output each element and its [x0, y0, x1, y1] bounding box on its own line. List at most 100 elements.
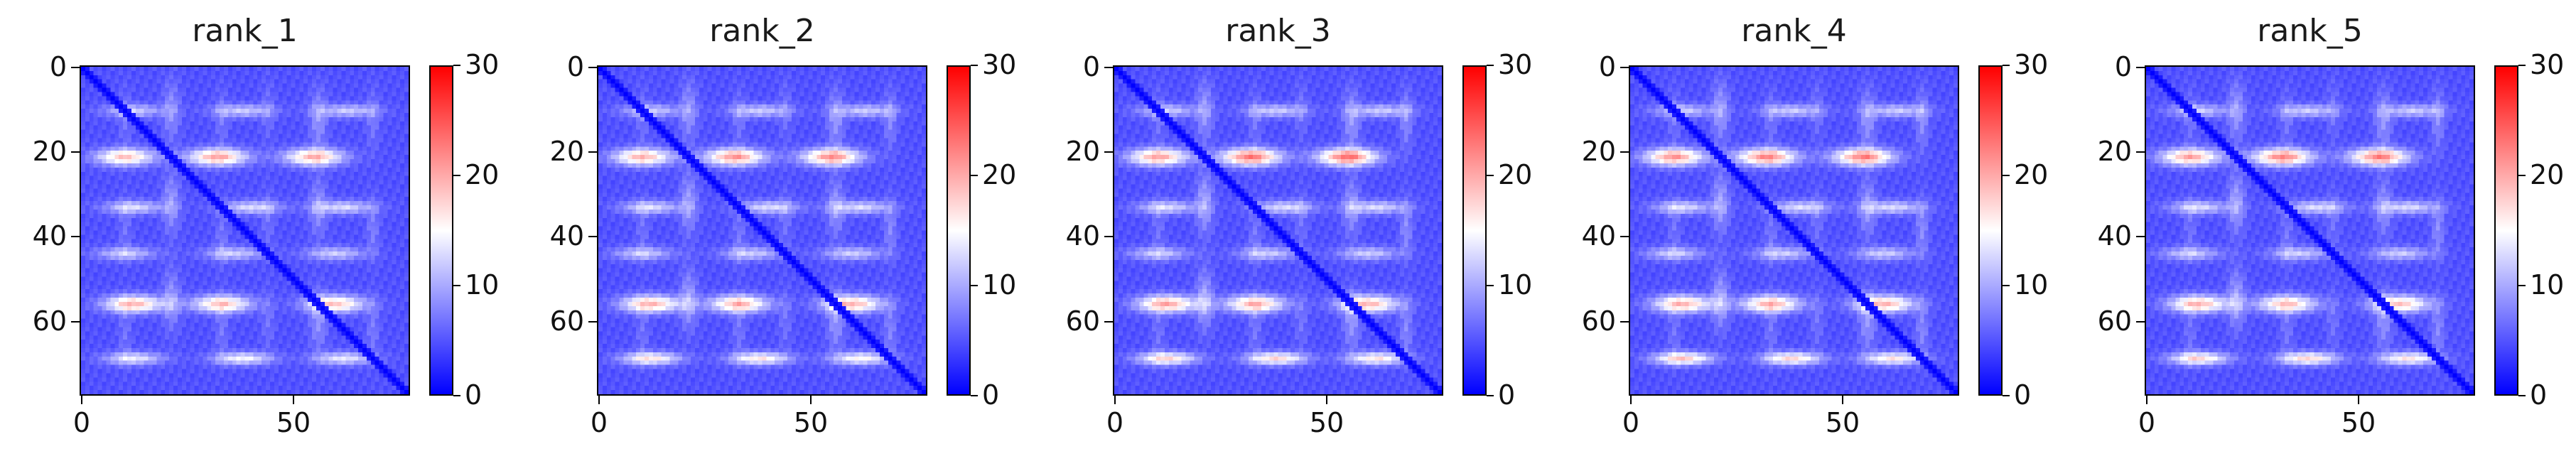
chart-title: rank_5	[2257, 13, 2363, 49]
colorbar-tick-mark	[453, 285, 460, 286]
chart-title: rank_3	[1225, 13, 1331, 49]
colorbar	[2494, 65, 2518, 396]
y-tick-label: 40	[1065, 220, 1100, 252]
colorbar-tick-label: 20	[982, 159, 1017, 190]
heatmap-plot	[1113, 65, 1443, 396]
colorbar-tick-label: 10	[1498, 269, 1533, 300]
chart-title: rank_1	[192, 13, 298, 49]
heatmap-plot	[2145, 65, 2475, 396]
y-tick-mark	[588, 66, 597, 68]
colorbar-tick-mark	[453, 175, 460, 176]
colorbar-tick-label: 30	[1498, 49, 1533, 80]
x-tick-mark	[1842, 396, 1844, 404]
colorbar-tick-label: 10	[2530, 269, 2565, 300]
y-tick-mark	[2136, 236, 2145, 238]
y-tick-mark	[1620, 66, 1629, 68]
y-tick-mark	[1620, 151, 1629, 153]
y-tick-mark	[71, 151, 80, 153]
y-tick-label: 20	[549, 136, 584, 168]
colorbar-tick-mark	[2518, 395, 2526, 396]
x-tick-mark	[1326, 396, 1328, 404]
y-tick-mark	[1104, 151, 1113, 153]
y-tick-mark	[2136, 320, 2145, 323]
x-tick-mark	[1629, 396, 1632, 404]
heatmap-cells	[2146, 67, 2474, 394]
heatmap-cells	[1114, 67, 1442, 394]
chart-title: rank_2	[709, 13, 815, 49]
y-tick-mark	[1620, 320, 1629, 323]
x-tick-label: 50	[1825, 407, 1860, 438]
heatmap-plot	[80, 65, 410, 396]
colorbar-tick-label: 0	[1498, 379, 1516, 411]
x-tick-label: 50	[1309, 407, 1344, 438]
heatmap-cells	[81, 67, 409, 394]
y-tick-mark	[71, 320, 80, 323]
chart-title: rank_4	[1741, 13, 1847, 49]
x-tick-mark	[598, 396, 600, 404]
y-tick-mark	[1104, 320, 1113, 323]
x-tick-label: 0	[2138, 407, 2156, 438]
y-tick-mark	[71, 236, 80, 238]
colorbar-tick-mark	[971, 285, 978, 286]
colorbar-tick-mark	[971, 175, 978, 176]
y-tick-mark	[1620, 236, 1629, 238]
colorbar-tick-label: 20	[1498, 159, 1533, 190]
colorbar-tick-mark	[2518, 175, 2526, 176]
colorbar-tick-mark	[971, 65, 978, 66]
colorbar-tick-mark	[2003, 175, 2010, 176]
colorbar	[947, 65, 971, 396]
colorbar-tick-label: 10	[465, 269, 500, 300]
colorbar-tick-label: 0	[2530, 379, 2548, 411]
y-tick-mark	[588, 236, 597, 238]
y-tick-label: 20	[1065, 136, 1100, 168]
colorbar-tick-label: 20	[2530, 159, 2565, 190]
y-tick-label: 60	[2097, 305, 2132, 337]
x-tick-mark	[1114, 396, 1116, 404]
y-tick-label: 60	[1581, 305, 1616, 337]
x-tick-mark	[80, 396, 82, 404]
colorbar-tick-mark	[453, 65, 460, 66]
y-tick-label: 20	[2097, 136, 2132, 168]
colorbar-tick-mark	[1487, 285, 1494, 286]
colorbar-tick-mark	[453, 395, 460, 396]
colorbar	[1462, 65, 1487, 396]
x-tick-label: 0	[1106, 407, 1124, 438]
y-tick-mark	[588, 151, 597, 153]
colorbar-tick-mark	[2518, 65, 2526, 66]
colorbar-tick-mark	[2518, 285, 2526, 286]
colorbar-tick-label: 10	[982, 269, 1017, 300]
y-tick-label: 0	[49, 50, 67, 82]
y-tick-label: 40	[32, 220, 67, 252]
y-tick-label: 60	[549, 305, 584, 337]
heatmap-plot	[597, 65, 927, 396]
y-tick-label: 0	[2114, 50, 2132, 82]
x-tick-label: 50	[793, 407, 829, 438]
heatmap-plot	[1629, 65, 1959, 396]
y-tick-label: 0	[1082, 50, 1100, 82]
colorbar-tick-label: 30	[2014, 49, 2049, 80]
colorbar-tick-label: 0	[465, 379, 483, 411]
colorbar-tick-mark	[2003, 285, 2010, 286]
y-tick-label: 0	[1598, 50, 1616, 82]
colorbar-tick-label: 0	[982, 379, 1000, 411]
colorbar-tick-mark	[2003, 65, 2010, 66]
x-tick-label: 0	[1622, 407, 1640, 438]
y-tick-label: 40	[1581, 220, 1616, 252]
y-tick-mark	[1104, 236, 1113, 238]
colorbar-tick-label: 20	[465, 159, 500, 190]
x-tick-mark	[810, 396, 812, 404]
colorbar-tick-label: 30	[982, 49, 1017, 80]
x-tick-label: 50	[2341, 407, 2376, 438]
y-tick-label: 40	[549, 220, 584, 252]
colorbar-tick-label: 0	[2014, 379, 2032, 411]
y-tick-label: 60	[32, 305, 67, 337]
colorbar-tick-mark	[1487, 175, 1494, 176]
colorbar-tick-mark	[2003, 395, 2010, 396]
heatmap-cells	[598, 67, 926, 394]
y-tick-mark	[2136, 66, 2145, 68]
x-tick-label: 0	[72, 407, 91, 438]
x-tick-label: 0	[590, 407, 608, 438]
colorbar-tick-label: 10	[2014, 269, 2049, 300]
y-tick-label: 20	[1581, 136, 1616, 168]
colorbar-tick-mark	[971, 395, 978, 396]
